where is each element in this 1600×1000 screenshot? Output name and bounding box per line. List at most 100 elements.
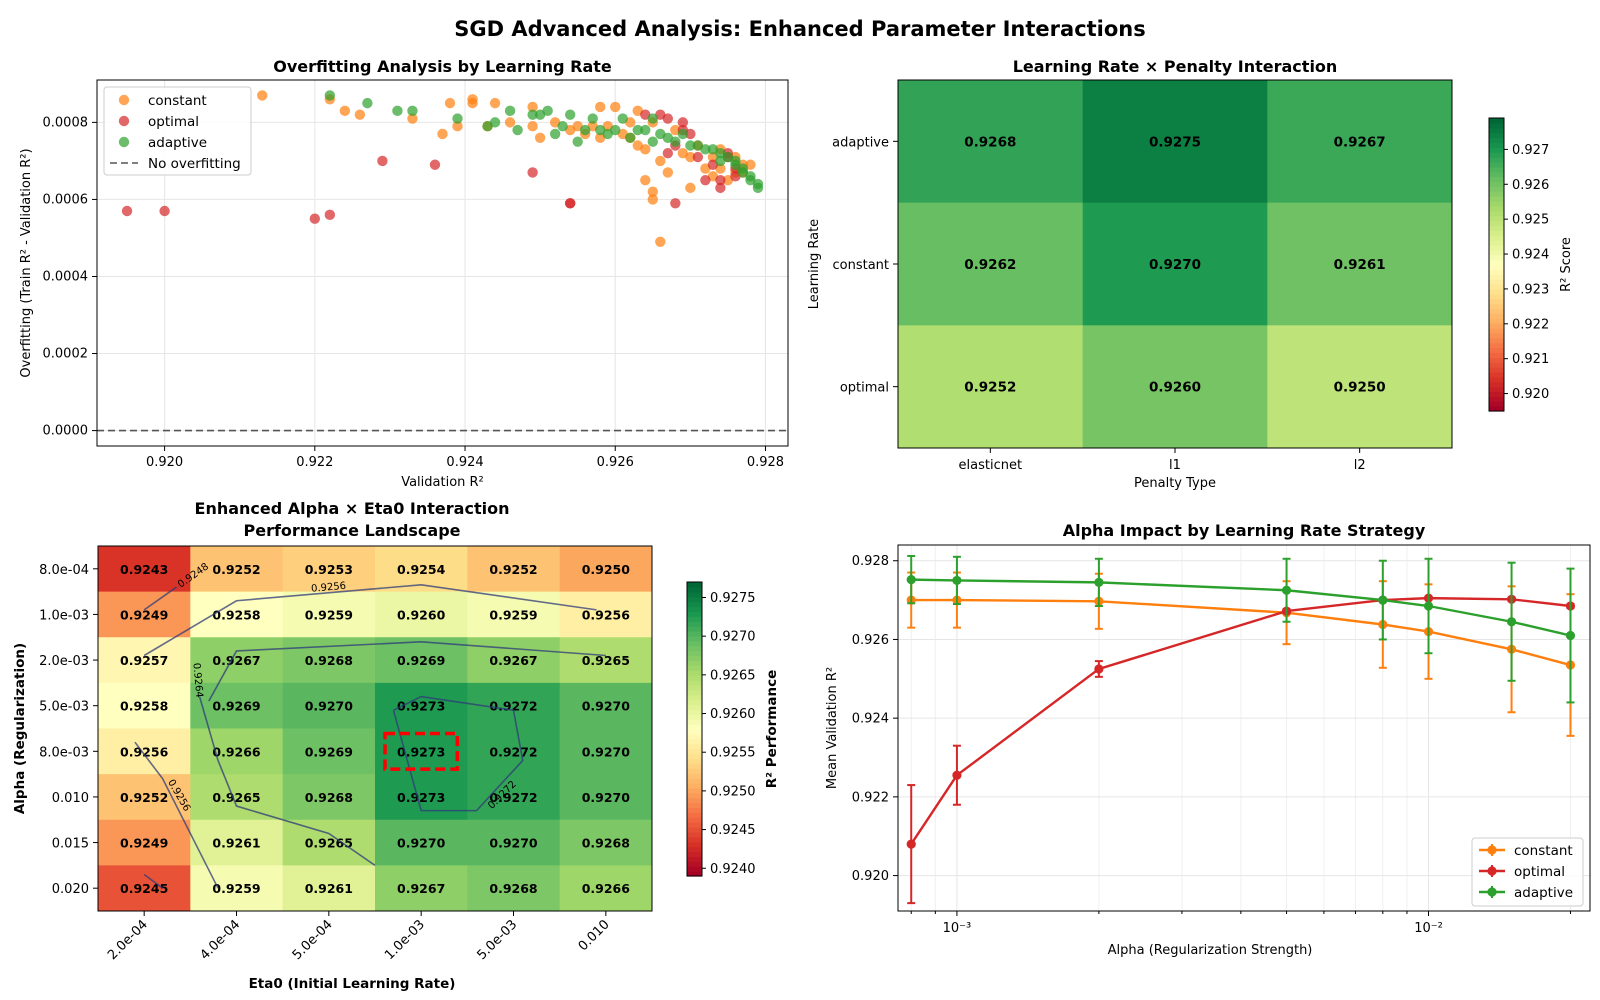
cell-value-label: 0.9273 (397, 790, 445, 805)
colorbar-segment (1489, 376, 1504, 383)
x-tick-label: l2 (1354, 458, 1366, 473)
colorbar-segment (1489, 259, 1504, 266)
colorbar-tick-label: 0.924 (1512, 248, 1549, 263)
colorbar-segment (687, 778, 702, 784)
colorbar-segment (687, 699, 702, 706)
cell-value-label: 0.9258 (120, 699, 168, 714)
heatmap-cell (190, 819, 284, 866)
cell-value-label: 0.9272 (489, 744, 537, 759)
scatter-point-optimal (429, 159, 441, 170)
heatmap-cell (98, 728, 191, 775)
heatmap-cell (467, 637, 561, 684)
heatmap-cell (282, 546, 376, 593)
heatmap-cell (375, 682, 468, 729)
data-point-adaptive (1378, 595, 1388, 605)
legend-marker-adaptive (118, 136, 130, 148)
colorbar-segment (1489, 205, 1504, 212)
heatmap-cell (898, 202, 1084, 326)
colorbar-segment (1489, 313, 1504, 319)
cell-value-label: 0.9267 (212, 653, 260, 668)
colorbar-segment (687, 680, 702, 686)
y-tick-label: 0.920 (852, 869, 889, 884)
scatter-point-adaptive (625, 132, 636, 143)
colorbar-tick-label: 0.921 (1512, 352, 1549, 367)
y-tick-label: 0.0008 (43, 115, 89, 130)
colorbar-tick-label: 0.927 (1512, 143, 1549, 158)
plot-frame (897, 544, 1591, 912)
legend-marker-optimal (1487, 866, 1497, 876)
colorbar-segment (1489, 132, 1504, 139)
cell-value-label: 0.9252 (964, 380, 1016, 396)
y-tick-label: 2.0e-03 (39, 654, 89, 669)
x-tick-label: 0.928 (747, 455, 784, 470)
colorbar-segment (1489, 303, 1504, 310)
scatter-point-adaptive (580, 124, 591, 136)
heatmap-cell (98, 774, 191, 821)
y-tick-label: 0.0002 (43, 347, 89, 362)
colorbar-segment (1489, 269, 1504, 275)
scatter-point-constant (467, 94, 478, 105)
colorbar-segment (1489, 166, 1504, 173)
contour-line (143, 873, 164, 889)
y-tick-label: 8.0e-03 (39, 745, 89, 760)
colorbar-segment (687, 709, 702, 715)
colorbar-segment (1489, 215, 1504, 222)
heatmap-cell (375, 865, 468, 912)
colorbar-segment (687, 758, 702, 764)
heatmap-frame (97, 545, 653, 912)
scatter-point-adaptive (557, 121, 568, 132)
colorbar-segment (687, 586, 702, 593)
colorbar-frame (686, 581, 703, 877)
heatmap-cell (98, 637, 191, 684)
colorbar-segment (687, 866, 702, 872)
scatter-point-constant (685, 151, 696, 163)
cell-value-label: 0.9249 (120, 836, 168, 851)
legend-label-constant: constant (1514, 843, 1573, 859)
colorbar-frame (1488, 117, 1505, 412)
scatter-point-optimal (564, 198, 576, 209)
cell-value-label: 0.9269 (397, 653, 445, 668)
x-tick-label: 0.924 (446, 455, 483, 470)
scatter-point-optimal (662, 148, 674, 159)
scatter-point-constant (527, 101, 538, 113)
colorbar-segment (687, 729, 702, 735)
heatmap-cell (559, 637, 653, 684)
legend-marker-constant (1487, 845, 1497, 855)
lr-penalty-heatmap: Learning Rate × Penalty Interaction 0.926… (807, 57, 1574, 491)
overfitting-plot: Overfitting Analysis by Learning Rate 0.9… (19, 57, 789, 490)
colorbar-segment (687, 719, 702, 725)
cell-value-label: 0.9275 (1149, 134, 1201, 150)
contour-line (143, 583, 597, 657)
heatmap-cell (559, 591, 653, 638)
scatter-point-adaptive (677, 128, 689, 140)
cell-value-label: 0.9270 (582, 744, 631, 759)
colorbar-segment (1489, 274, 1504, 280)
heatmap-cell (467, 865, 561, 912)
x-tick-label: 10⁻² (1414, 921, 1443, 936)
colorbar-segment (687, 704, 702, 710)
colorbar-segment (1489, 357, 1504, 363)
cell-value-label: 0.9262 (964, 257, 1016, 273)
scatter-point-constant (504, 117, 516, 128)
colorbar-segment (687, 606, 702, 612)
cell-value-label: 0.9252 (489, 562, 537, 577)
colorbar-segment (687, 694, 702, 701)
legend-label-reference: No overfitting (148, 156, 241, 172)
y-tick-label: 8.0e-04 (39, 563, 89, 578)
cell-value-label: 0.9266 (582, 881, 631, 896)
colorbar-segment (687, 621, 702, 627)
colorbar-segment (687, 626, 702, 632)
colorbar-segment (687, 738, 702, 745)
scatter-point-optimal (715, 174, 726, 186)
colorbar-segment (1489, 279, 1504, 285)
cell-value-label: 0.9270 (305, 699, 354, 714)
scatter-point-optimal (662, 113, 674, 124)
colorbar-segment (687, 836, 702, 843)
scatter-point-constant (257, 90, 268, 101)
scatter-point-optimal (377, 155, 388, 167)
heatmap-cell (375, 637, 468, 684)
cell-value-label: 0.9268 (964, 134, 1016, 150)
colorbar-segment (1489, 240, 1504, 246)
